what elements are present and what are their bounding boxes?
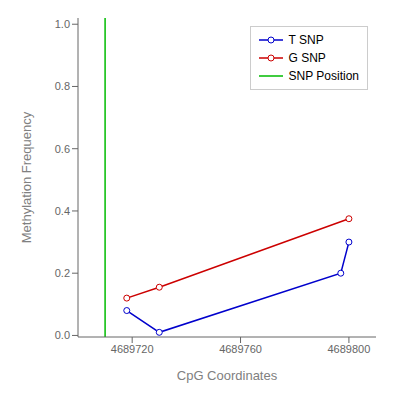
html-text:T SNP: T SNP [288, 33, 324, 47]
svg-text:4689800: 4689800 [327, 343, 370, 355]
svg-text:Methylation Frequency: Methylation Frequency [19, 111, 34, 243]
svg-text:0.4: 0.4 [55, 205, 70, 217]
svg-text:0.2: 0.2 [55, 267, 70, 279]
html-text:G SNP: G SNP [288, 51, 326, 65]
html-text:SNP Position: SNP Position [288, 69, 359, 83]
svg-text:0.6: 0.6 [55, 143, 70, 155]
svg-text:4689720: 4689720 [111, 343, 154, 355]
svg-text:0.8: 0.8 [55, 80, 70, 92]
svg-text:4689760: 4689760 [219, 343, 262, 355]
svg-text:1.0: 1.0 [55, 18, 70, 30]
svg-text:CpG Coordinates: CpG Coordinates [177, 368, 278, 383]
svg-text:0.0: 0.0 [55, 329, 70, 341]
